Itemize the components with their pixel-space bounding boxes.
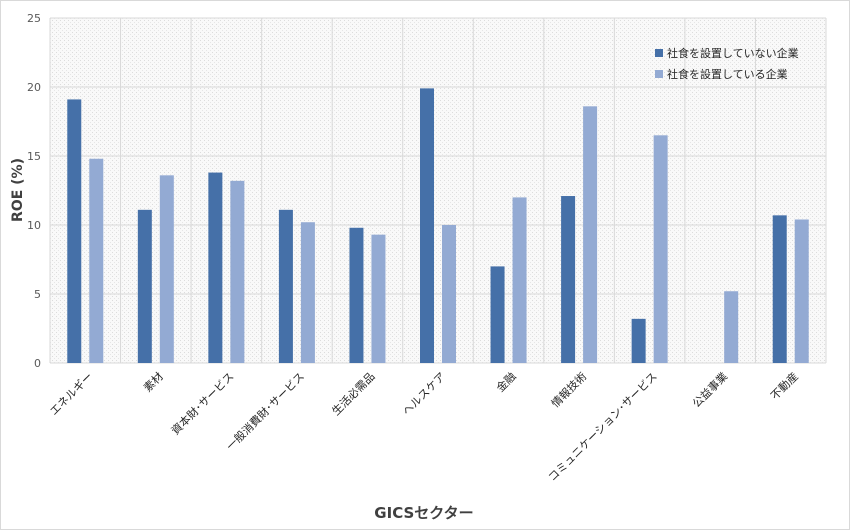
bar-series-2 (724, 291, 739, 363)
bar-series-2 (653, 135, 668, 363)
bar-series-2 (89, 158, 104, 363)
y-axis-ticks: 0 5 10 15 20 25 (27, 12, 41, 370)
x-category-label: ヘルスケア (400, 370, 448, 418)
y-tick-label: 25 (27, 12, 41, 25)
x-category-label: 情報技術 (549, 370, 589, 410)
bar-series-2 (512, 197, 527, 363)
y-tick-label: 0 (34, 357, 41, 370)
bar-series-2 (371, 234, 386, 363)
y-tick-label: 15 (27, 150, 41, 163)
bar-series-1 (349, 227, 364, 363)
bars (67, 88, 809, 364)
bar-series-1 (631, 318, 646, 363)
y-tick-label: 10 (27, 219, 41, 232)
x-category-label: 資本財･サービス (168, 369, 236, 437)
x-category-label: 不動産 (768, 369, 801, 402)
bar-series-2 (300, 222, 315, 363)
y-tick-label: 20 (27, 81, 41, 94)
x-category-label: 公益事業 (689, 369, 730, 410)
y-tick-label: 5 (34, 288, 41, 301)
gridlines (49, 17, 827, 364)
legend-swatch-1 (655, 49, 663, 57)
plot-area (50, 18, 826, 363)
x-category-label: 金融 (493, 369, 518, 394)
bar-series-1 (67, 99, 82, 364)
legend-label-2: 社食を設置している企業 (667, 67, 788, 81)
bar-series-1 (420, 88, 434, 363)
bar-series-2 (230, 180, 245, 363)
bar-series-1 (561, 196, 576, 363)
y-axis-title: ROE (%) (10, 158, 26, 222)
bar-series-1 (278, 209, 293, 363)
x-category-label: エネルギー (47, 370, 95, 418)
x-axis-title: GICSセクター (374, 504, 473, 522)
bar-series-2 (442, 225, 456, 363)
bar-series-2 (159, 175, 174, 363)
bar-series-2 (583, 106, 598, 363)
bar-series-2 (794, 219, 809, 363)
x-category-label: 素材 (140, 369, 165, 394)
bar-series-1 (772, 215, 787, 363)
x-category-label: 生活必需品 (329, 369, 378, 418)
x-category-label: 一般消費財･サービス (223, 369, 307, 453)
bar-series-1 (490, 266, 505, 363)
legend-label-1: 社食を設置していない企業 (667, 46, 799, 60)
legend-swatch-2 (655, 70, 663, 78)
bar-series-1 (208, 172, 223, 363)
bar-series-1 (137, 209, 152, 363)
